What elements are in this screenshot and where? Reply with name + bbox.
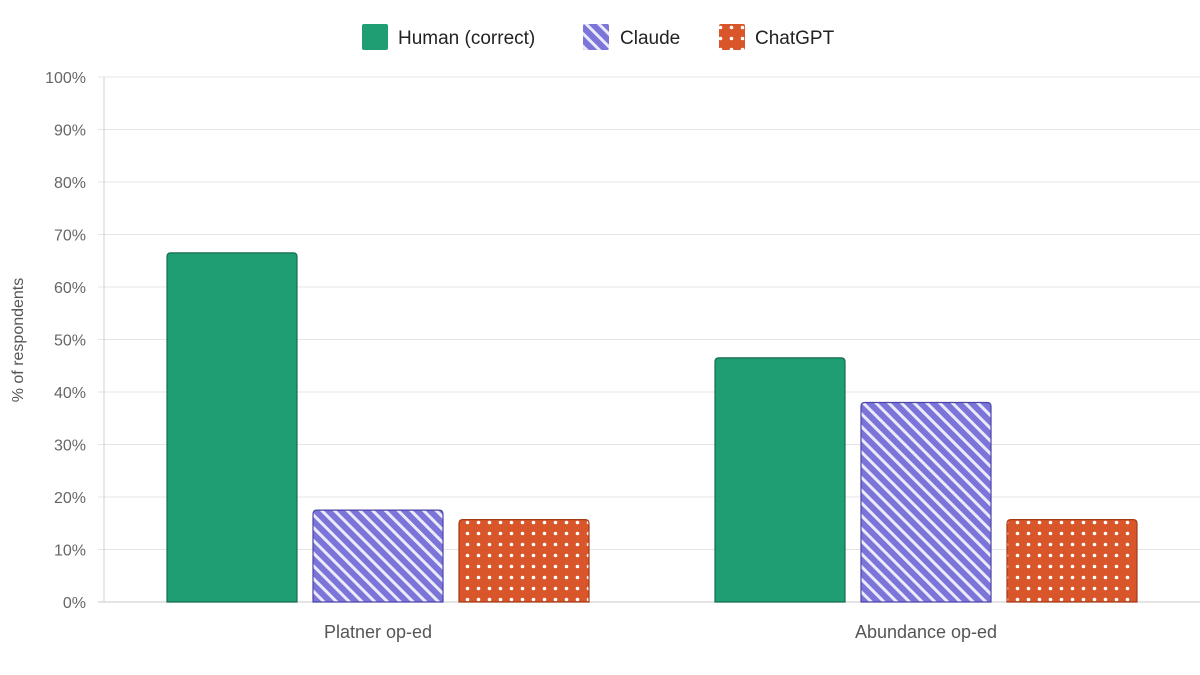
y-tick-label: 70% [54,228,86,245]
legend-label[interactable]: Claude [620,28,680,49]
bar-chatgpt-1 [1006,518,1138,603]
y-tick-label: 80% [54,175,86,192]
legend-swatch-claude[interactable] [583,24,609,50]
x-category-label: Platner op-ed [324,622,432,642]
x-axis: Platner op-ed Abundance op-ed [324,622,997,642]
bar-chatgpt-0 [458,518,590,603]
x-category-label: Abundance op-ed [855,622,997,642]
y-tick-label: 50% [54,333,86,350]
legend-swatch-chatgpt[interactable] [719,24,745,50]
y-tick-label: 0% [63,595,86,612]
y-tick-label: 60% [54,280,86,297]
legend: Human (correct) Claude ChatGPT [362,24,835,50]
legend-label[interactable]: Human (correct) [398,28,535,49]
bar-claude-0 [312,509,444,603]
legend-label[interactable]: ChatGPT [755,28,835,49]
y-tick-label: 30% [54,438,86,455]
bar-human-correct-1 [714,357,846,603]
y-tick-label: 40% [54,385,86,402]
y-tick-label: 20% [54,490,86,507]
y-tick-label: 100% [45,70,86,87]
y-axis-ticks: 0% 10% 20% 30% 40% 50% 60% 70% 80% 90% 100% [45,70,86,612]
y-tick-label: 10% [54,543,86,560]
bars [166,252,1138,603]
y-tick-label: 90% [54,123,86,140]
bar-human-correct-0 [166,252,298,603]
bar-claude-1 [860,401,992,603]
legend-swatch-human-correct[interactable] [362,24,388,50]
y-axis-title: % of respondents [10,278,27,403]
